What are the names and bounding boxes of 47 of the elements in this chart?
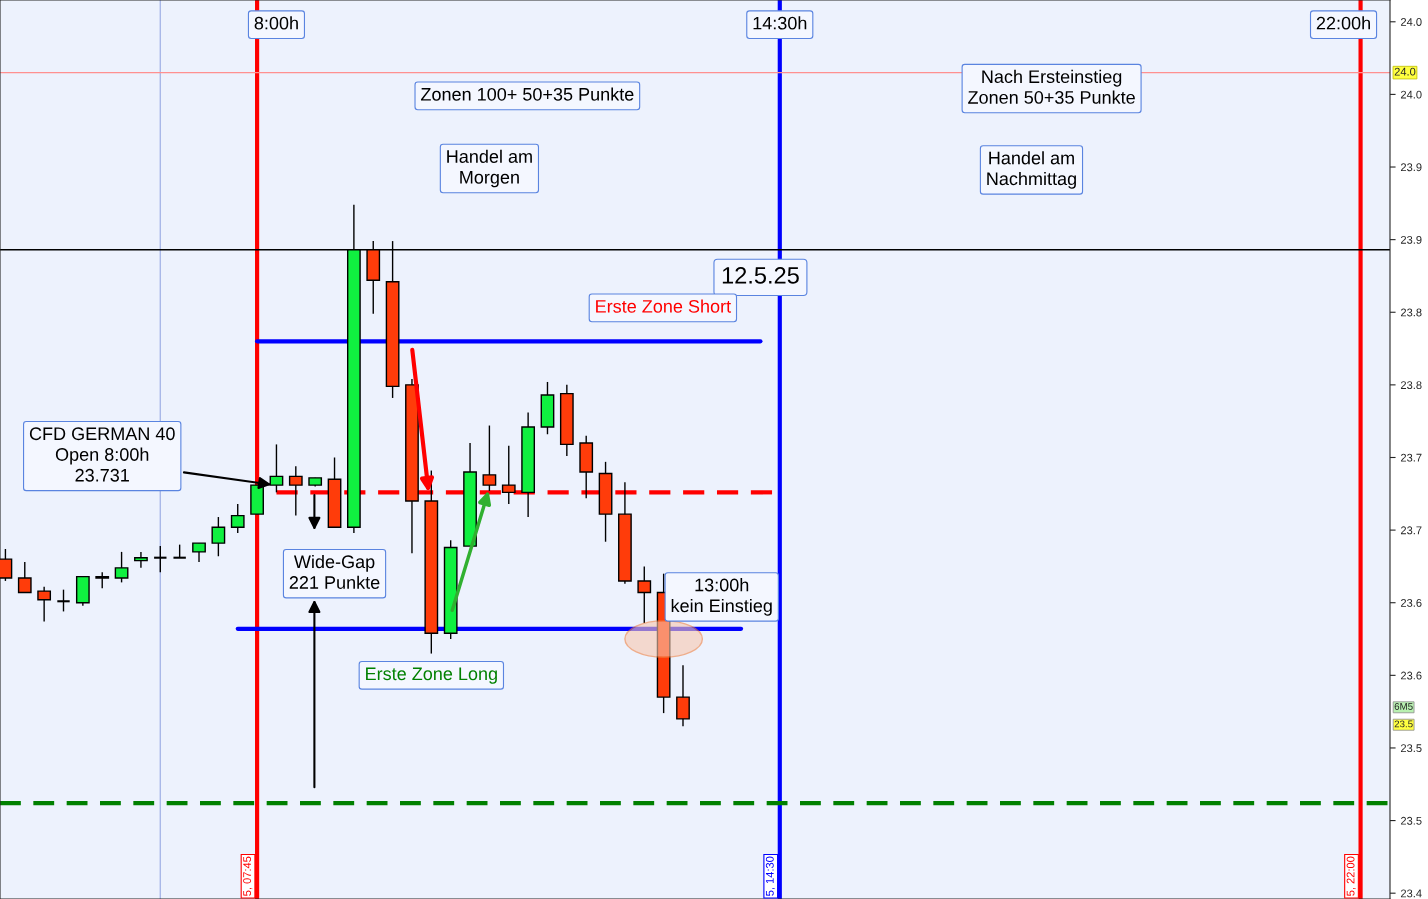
candlestick: [501, 445, 516, 505]
ref-line-label: 5, 22:00: [1346, 856, 1356, 896]
y-tick-label: 23.6: [1400, 598, 1422, 607]
text: 23.5: [1394, 720, 1413, 728]
candlestick: [17, 561, 32, 594]
y-tick-label: 23.9: [1400, 235, 1422, 244]
y-tick-label: 23.8: [1400, 308, 1422, 317]
annotation: Handel am Morgen: [447, 149, 532, 188]
y-tick-label: 23.5: [1400, 816, 1422, 825]
annotation: 14:30h: [753, 16, 807, 30]
candlestick: [153, 545, 168, 573]
annotation: CFD GERMAN 40 Open 8:00h 23.731: [29, 427, 175, 482]
ref-line-label: 5, 14:30: [765, 856, 776, 896]
candlestick: [37, 586, 52, 623]
annotation: 8:00h: [254, 16, 298, 30]
candlestick: [134, 551, 148, 569]
annotation: Wide-Gap 221 Punkte: [289, 554, 380, 589]
y-tick-label: 23.9: [1400, 163, 1422, 172]
annotation: Zonen 100+ 50+35 Punkte: [421, 87, 634, 101]
annotation: 5, 07:45: [243, 856, 253, 896]
y-tick-label: 23.7: [1400, 453, 1422, 462]
y-tick-label: 23.5: [1400, 744, 1422, 753]
candlestick: [482, 424, 497, 492]
candlestick: [676, 664, 690, 727]
y-tick-label: 23.6: [1400, 671, 1422, 680]
annotation: Nach Ersteinstieg Zonen 50+35 Punkte: [968, 69, 1135, 104]
annotation: 12.5.25: [722, 267, 799, 284]
annotation: 22:00h: [1316, 16, 1370, 30]
candlestick: [114, 551, 129, 584]
candlestick: [0, 548, 13, 582]
ref-line-label: 24.0: [1394, 67, 1416, 76]
y-tick-label: 24.0: [1400, 90, 1422, 99]
candlestick: [288, 465, 303, 517]
candlestick: [56, 588, 71, 613]
y-tick-label: 23.7: [1400, 526, 1422, 535]
candlestick: [637, 565, 652, 624]
y-tick-label: 23.8: [1400, 381, 1422, 390]
text: 6M5: [1394, 703, 1413, 710]
candlestick: [230, 503, 245, 534]
y-tick-label: 23.4: [1400, 889, 1422, 898]
candlestick: [211, 516, 226, 557]
annotation: Handel am Nachmittag: [987, 151, 1076, 189]
candlestick: [192, 542, 206, 563]
y-tick-label: 24.0: [1400, 18, 1422, 26]
annotation: 13:00h kein Einstieg: [671, 578, 772, 616]
annotation: Erste Zone Long: [366, 667, 497, 684]
annotation: Erste Zone Short: [596, 299, 731, 313]
